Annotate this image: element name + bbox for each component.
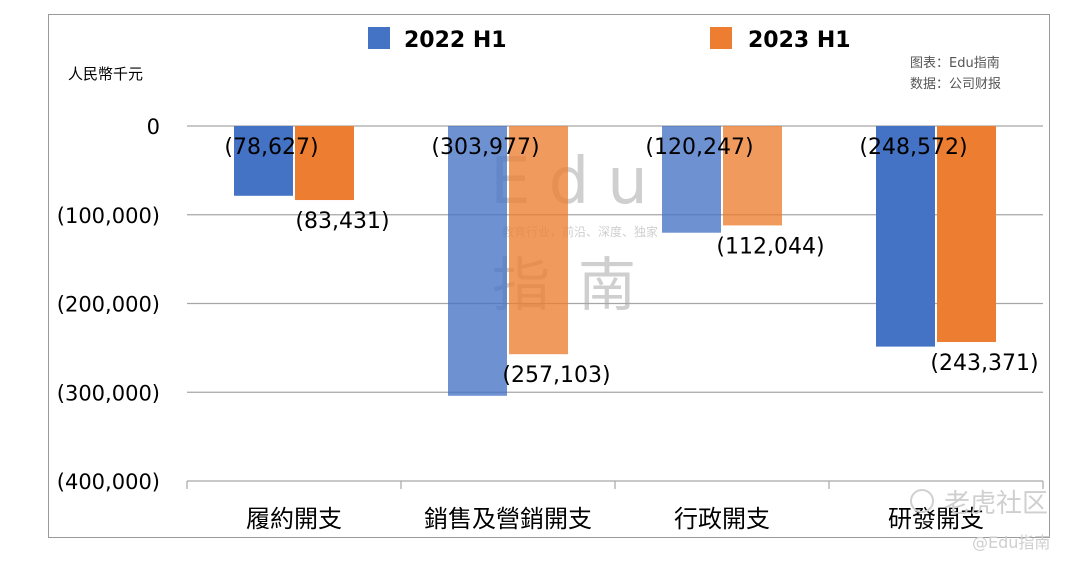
corner-watermark-bottom: @Edu指南 (972, 533, 1050, 552)
data-source: 数据：公司财报 (910, 77, 1001, 92)
bar-2023-h1 (295, 126, 354, 201)
bar-2022-h1 (662, 126, 721, 233)
data-label: (257,103) (502, 363, 610, 388)
category-labels: 履約開支 銷售及營銷開支 行政開支 研發開支 (246, 505, 984, 533)
bar-2022-h1 (234, 126, 293, 196)
chart-frame (48, 14, 1050, 538)
category-label: 履約開支 (246, 505, 342, 533)
y-axis-tick-labels: 0 (100,000) (200,000) (300,000) (400,000) (57, 115, 160, 494)
data-label: (78,627) (224, 135, 318, 160)
y-tick-label: (200,000) (57, 293, 160, 317)
data-label: (248,572) (859, 135, 967, 160)
bar-2023-h1 (509, 126, 568, 355)
bar-2023-h1 (937, 126, 996, 342)
category-label: 研發開支 (888, 505, 984, 533)
corner-watermark: 老虎社区 @Edu指南 (910, 489, 1050, 552)
y-axis-unit-label: 人民幣千元 (68, 65, 143, 83)
y-tick-label: 0 (147, 115, 160, 139)
y-tick-label: (300,000) (57, 381, 160, 405)
data-labels: (78,627) (83,431) (303,977) (257,103) (120,2… (224, 135, 1038, 388)
data-label: (112,044) (716, 234, 824, 259)
legend: 2022 H1 2023 H1 (368, 27, 851, 53)
data-label: (243,371) (930, 351, 1038, 376)
data-label: (83,431) (295, 209, 389, 234)
legend-swatch-2022-h1 (368, 27, 390, 49)
y-tick-label: (400,000) (57, 470, 160, 494)
bars (234, 126, 996, 396)
legend-label-2023-h1: 2023 H1 (748, 28, 851, 53)
category-label: 銷售及營銷開支 (424, 505, 592, 533)
bar-2022-h1 (876, 126, 935, 347)
legend-swatch-2023-h1 (710, 27, 732, 49)
data-label: (303,977) (431, 135, 539, 160)
bar-2022-h1 (448, 126, 507, 396)
chart-credit: 图表：Edu指南 (910, 55, 1000, 71)
corner-watermark-top: 老虎社区 (944, 489, 1048, 519)
y-tick-label: (100,000) (57, 204, 160, 228)
legend-label-2022-h1: 2022 H1 (404, 28, 507, 53)
tiger-logo-icon (910, 489, 934, 513)
category-label: 行政開支 (674, 505, 770, 533)
bar-2023-h1 (723, 126, 782, 226)
data-label: (120,247) (645, 135, 753, 160)
